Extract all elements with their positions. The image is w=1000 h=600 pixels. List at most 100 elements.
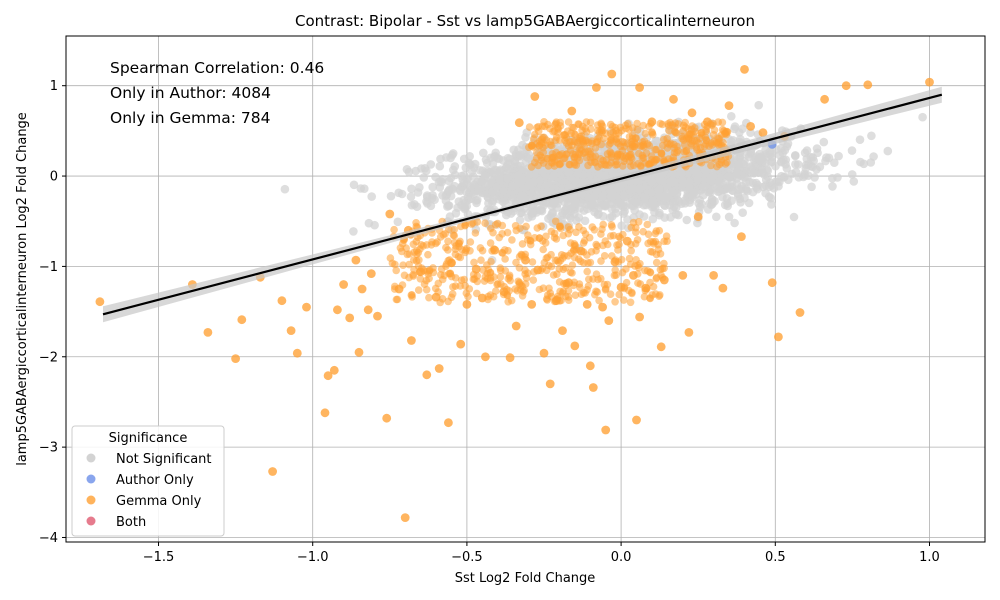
not-significant-point bbox=[806, 152, 816, 162]
not-significant-point bbox=[738, 208, 747, 217]
not-significant-point bbox=[710, 196, 719, 206]
gemma-only-point bbox=[603, 240, 612, 249]
gemma-only-point bbox=[464, 292, 472, 301]
not-significant-point bbox=[869, 152, 878, 161]
not-significant-point bbox=[627, 184, 637, 194]
gemma-only-point bbox=[925, 77, 934, 87]
not-significant-point bbox=[660, 213, 669, 222]
gemma-only-point bbox=[478, 246, 487, 255]
gemma-only-point bbox=[597, 140, 606, 149]
not-significant-point bbox=[730, 124, 739, 134]
gemma-only-point bbox=[489, 228, 497, 237]
gemma-only-point bbox=[477, 256, 485, 265]
gemma-only-point bbox=[588, 223, 597, 231]
not-significant-point bbox=[509, 145, 518, 155]
not-significant-point bbox=[802, 146, 812, 155]
not-significant-point bbox=[572, 216, 581, 225]
not-significant-point bbox=[720, 200, 730, 210]
not-significant-point bbox=[791, 167, 801, 177]
not-significant-point bbox=[590, 207, 599, 217]
not-significant-point bbox=[406, 192, 416, 201]
gemma-only-point bbox=[564, 118, 573, 126]
gemma-only-point bbox=[456, 339, 466, 349]
gemma-only-point bbox=[400, 513, 410, 522]
not-significant-point bbox=[600, 171, 609, 181]
not-significant-point bbox=[470, 159, 480, 169]
gemma-only-point bbox=[648, 129, 657, 137]
gemma-only-point bbox=[652, 273, 661, 282]
y-axis-title: lamp5GABAergiccorticalinterneuron Log2 F… bbox=[15, 112, 30, 466]
gemma-only-point bbox=[535, 141, 543, 150]
not-significant-point bbox=[784, 175, 793, 185]
gemma-only-point bbox=[740, 65, 749, 74]
gemma-only-point bbox=[722, 128, 730, 136]
gemma-only-point bbox=[447, 258, 456, 268]
gemma-only-point bbox=[601, 286, 610, 294]
not-significant-point bbox=[819, 137, 829, 147]
gemma-only-point bbox=[656, 250, 665, 258]
gemma-only-point bbox=[632, 255, 640, 264]
gemma-only-point bbox=[841, 81, 851, 91]
not-significant-point bbox=[448, 185, 458, 194]
gemma-only-point bbox=[471, 229, 480, 237]
gemma-only-point bbox=[528, 258, 537, 266]
gemma-only-point bbox=[679, 136, 688, 144]
gemma-only-point bbox=[539, 348, 549, 358]
not-significant-point bbox=[590, 191, 599, 201]
gemma-only-point bbox=[606, 148, 614, 156]
not-significant-point bbox=[407, 184, 416, 194]
not-significant-point bbox=[607, 187, 616, 197]
not-significant-point bbox=[682, 215, 692, 225]
gemma-only-point bbox=[820, 94, 829, 104]
not-significant-point bbox=[430, 195, 439, 204]
not-significant-point bbox=[514, 171, 523, 180]
not-significant-point bbox=[423, 199, 432, 208]
y-tick-label: −1 bbox=[39, 260, 58, 275]
gemma-only-point bbox=[477, 293, 487, 303]
gemma-only-point bbox=[414, 286, 423, 294]
not-significant-point bbox=[564, 168, 573, 177]
gemma-only-point bbox=[512, 258, 520, 267]
gemma-only-point bbox=[533, 148, 541, 157]
gemma-only-point bbox=[486, 239, 495, 247]
gemma-only-point bbox=[407, 336, 416, 345]
gemma-only-point bbox=[552, 133, 561, 141]
gemma-only-point bbox=[444, 297, 452, 306]
gemma-only-point bbox=[635, 83, 644, 92]
gemma-only-point bbox=[490, 245, 500, 255]
gemma-only-point bbox=[392, 266, 401, 275]
gemma-only-point bbox=[626, 298, 635, 307]
gemma-only-point bbox=[641, 283, 651, 293]
gemma-only-point bbox=[551, 296, 561, 306]
not-significant-point bbox=[727, 112, 736, 121]
gemma-only-point bbox=[393, 295, 402, 304]
gemma-only-point bbox=[580, 142, 589, 150]
not-significant-point bbox=[680, 196, 690, 205]
gemma-only-point bbox=[505, 353, 515, 363]
not-significant-point bbox=[655, 174, 664, 184]
gemma-only-point bbox=[632, 415, 641, 425]
not-significant-point bbox=[528, 209, 537, 218]
not-significant-point bbox=[529, 177, 538, 187]
not-significant-point bbox=[516, 150, 525, 159]
not-significant-point bbox=[807, 182, 816, 192]
not-significant-point bbox=[767, 200, 776, 209]
not-significant-point bbox=[647, 177, 656, 187]
gemma-only-point bbox=[489, 292, 498, 301]
gemma-only-point bbox=[648, 248, 657, 256]
x-tick-label: −0.5 bbox=[451, 550, 483, 565]
not-significant-point bbox=[623, 215, 632, 224]
gemma-density-band bbox=[386, 118, 733, 307]
gemma-only-point bbox=[573, 143, 582, 151]
gemma-only-point bbox=[525, 123, 534, 131]
gemma-only-point bbox=[584, 161, 592, 170]
gemma-only-point bbox=[444, 237, 452, 246]
not-significant-point bbox=[349, 180, 359, 190]
gemma-only-point bbox=[625, 254, 634, 263]
gemma-only-point bbox=[718, 118, 727, 127]
not-significant-point bbox=[503, 153, 513, 163]
not-significant-point bbox=[445, 212, 455, 221]
not-significant-point bbox=[749, 168, 759, 178]
gemma-only-point bbox=[586, 147, 594, 155]
not-significant-point bbox=[678, 176, 687, 185]
